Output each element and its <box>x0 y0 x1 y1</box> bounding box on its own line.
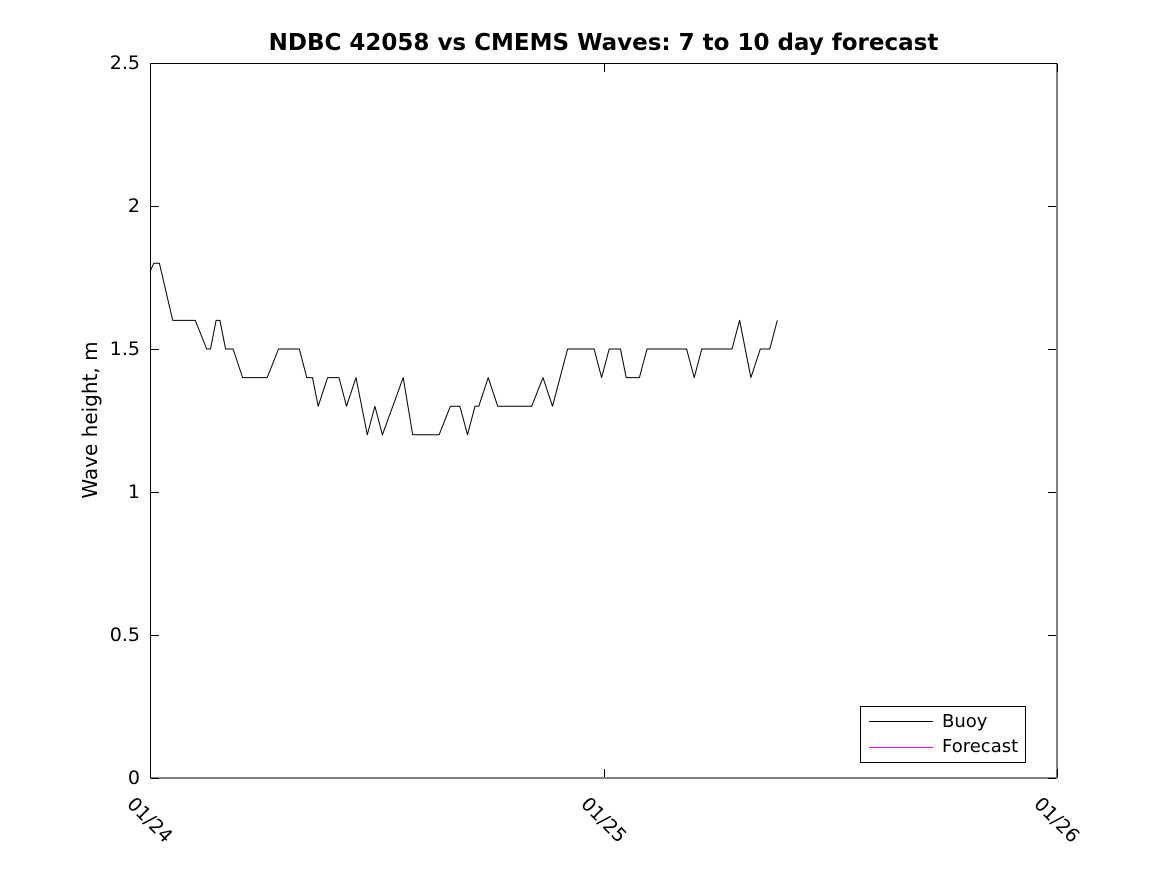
y-axis-label: Wave height, m <box>78 341 102 499</box>
y-tick-label: 2.5 <box>109 52 140 74</box>
axes-box <box>150 63 1058 779</box>
legend: Buoy Forecast <box>860 706 1026 763</box>
forecast-line-icon <box>869 746 933 748</box>
legend-label-buoy: Buoy <box>942 710 988 732</box>
buoy-line-icon <box>869 721 933 723</box>
y-tick-label: 0.5 <box>109 624 140 646</box>
legend-entry-buoy: Buoy <box>861 711 1025 733</box>
legend-label-forecast: Forecast <box>942 736 1019 758</box>
y-tick-label: 0 <box>127 767 140 789</box>
buoy-series-line <box>149 262 778 436</box>
y-tick-label: 2 <box>127 195 140 217</box>
chart-title: NDBC 42058 vs CMEMS Waves: 7 to 10 day f… <box>268 30 939 56</box>
y-tick-label: 1 <box>127 481 140 503</box>
legend-entry-forecast: Forecast <box>861 736 1025 758</box>
y-tick-label: 1.5 <box>109 338 140 360</box>
axis-ticks <box>150 63 1058 779</box>
